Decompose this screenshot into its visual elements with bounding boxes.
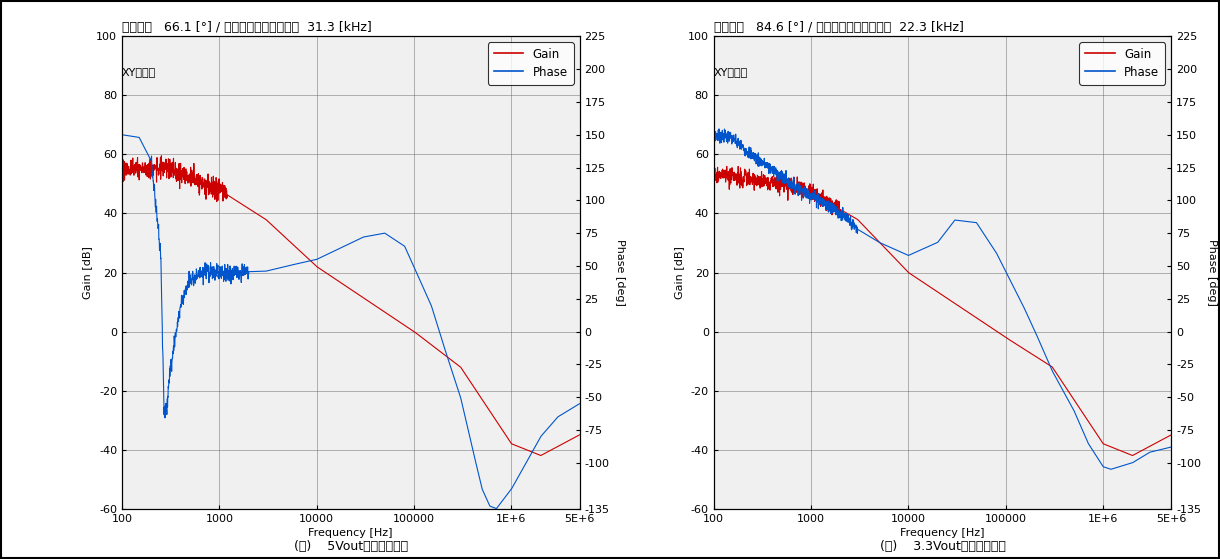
Legend: Gain, Phase: Gain, Phase	[488, 42, 573, 85]
X-axis label: Frequency [Hz]: Frequency [Hz]	[900, 528, 985, 538]
Text: (Ｂ)    3.3Vout位相余裕特性: (Ｂ) 3.3Vout位相余裕特性	[880, 541, 1005, 553]
Y-axis label: Phase [deg]: Phase [deg]	[615, 239, 625, 306]
Text: 位相余裕   66.1 [°] / クロスオーバー周波数  31.3 [kHz]: 位相余裕 66.1 [°] / クロスオーバー周波数 31.3 [kHz]	[122, 21, 372, 34]
Text: XYグラフ: XYグラフ	[714, 67, 748, 77]
Text: 位相余裕   84.6 [°] / クロスオーバー周波数  22.3 [kHz]: 位相余裕 84.6 [°] / クロスオーバー周波数 22.3 [kHz]	[714, 21, 964, 34]
Y-axis label: Gain [dB]: Gain [dB]	[82, 246, 92, 299]
Y-axis label: Phase [deg]: Phase [deg]	[1207, 239, 1216, 306]
Y-axis label: Gain [dB]: Gain [dB]	[673, 246, 683, 299]
X-axis label: Frequency [Hz]: Frequency [Hz]	[309, 528, 393, 538]
Text: (Ａ)    5Vout位相余裕特性: (Ａ) 5Vout位相余裕特性	[294, 541, 407, 553]
Legend: Gain, Phase: Gain, Phase	[1080, 42, 1165, 85]
Text: XYグラフ: XYグラフ	[122, 67, 156, 77]
